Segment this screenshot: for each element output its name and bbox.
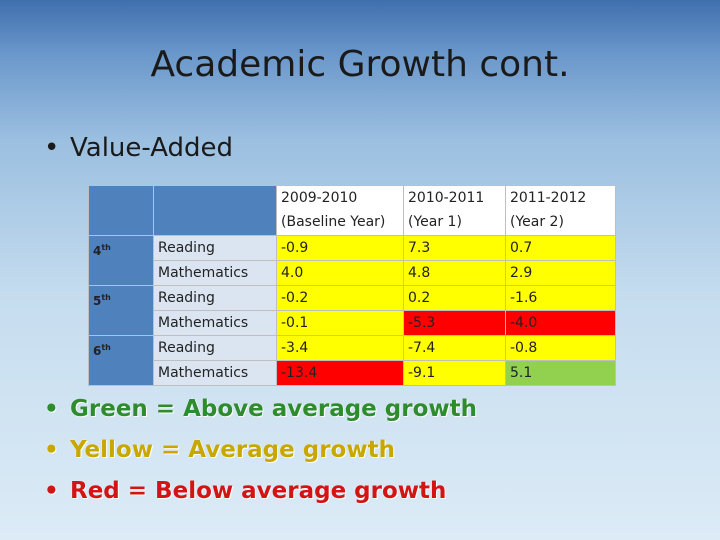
value-cell: -9.1 [403, 360, 506, 386]
value-cell: 2.9 [505, 260, 616, 286]
legend-green: • Green = Above average growth [44, 396, 477, 422]
table-row: 4th Reading -0.9 7.3 0.7 [88, 235, 616, 286]
grade-suffix: th [101, 293, 111, 302]
value-cell: 5.1 [505, 360, 616, 386]
value-cell: -4.0 [505, 310, 616, 336]
header-empty-grade [88, 185, 154, 236]
header-sub: (Year 2) [510, 214, 564, 230]
value-cell: 4.8 [403, 260, 506, 286]
grade-number: 6 [93, 344, 102, 358]
value-cell: -7.4 [403, 335, 506, 361]
subject-cell: Mathematics [153, 310, 277, 336]
value-cell: 0.2 [403, 285, 506, 311]
value-cell: -13.4 [276, 360, 404, 386]
header-2009-2010: 2009-2010 (Baseline Year) [276, 185, 404, 236]
table-row: Mathematics -0.1 -5.3 -4.0 [89, 310, 616, 336]
value-added-table: 2009-2010 (Baseline Year) 2010-2011 (Year … [88, 185, 616, 386]
grade-cell-4: 4th [88, 235, 154, 286]
table-row: 5th Reading -0.2 0.2 -1.6 [88, 285, 616, 336]
header-year: 2009-2010 [281, 190, 358, 206]
value-cell: -0.8 [505, 335, 616, 361]
bullet-icon: • [44, 478, 59, 504]
table-row: Mathematics 4.0 4.8 2.9 [89, 260, 616, 286]
bullet-text: Value-Added [70, 133, 234, 163]
header-sub: (Baseline Year) [281, 214, 386, 230]
subject-cell: Mathematics [153, 360, 277, 386]
bullet-icon: • [44, 133, 60, 163]
subject-cell: Mathematics [153, 260, 277, 286]
bullet-icon: • [44, 437, 59, 463]
value-cell: -1.6 [505, 285, 616, 311]
bullet-icon: • [44, 396, 59, 422]
value-cell: 4.0 [276, 260, 404, 286]
header-year: 2011-2012 [510, 190, 587, 206]
value-cell: -0.9 [276, 235, 404, 261]
grade-number: 5 [93, 294, 102, 308]
subject-cell: Reading [153, 235, 277, 261]
legend-yellow-text: Yellow = Average growth [70, 437, 395, 463]
header-2011-2012: 2011-2012 (Year 2) [505, 185, 616, 236]
slide-title: Academic Growth cont. [150, 44, 570, 85]
table-row: Mathematics -13.4 -9.1 5.1 [89, 360, 616, 386]
value-cell: 7.3 [403, 235, 506, 261]
grade-number: 4 [93, 244, 102, 258]
grade-suffix: th [101, 243, 111, 252]
header-empty-subject [153, 185, 277, 236]
value-cell: -5.3 [403, 310, 506, 336]
bullet-value-added: • Value-Added [44, 133, 233, 163]
table-row: 6th Reading -3.4 -7.4 -0.8 [88, 335, 616, 386]
legend-red-text: Red = Below average growth [70, 478, 447, 504]
legend-green-text: Green = Above average growth [70, 396, 478, 422]
value-cell: 0.7 [505, 235, 616, 261]
grade-suffix: th [101, 343, 111, 352]
header-year: 2010-2011 [408, 190, 485, 206]
value-cell: -0.2 [276, 285, 404, 311]
value-cell: -3.4 [276, 335, 404, 361]
grade-cell-5: 5th [88, 285, 154, 336]
subject-cell: Reading [153, 335, 277, 361]
value-cell: -0.1 [276, 310, 404, 336]
table-header-row: 2009-2010 (Baseline Year) 2010-2011 (Year … [88, 185, 616, 236]
header-2010-2011: 2010-2011 (Year 1) [403, 185, 506, 236]
header-sub: (Year 1) [408, 214, 462, 230]
grade-cell-6: 6th [88, 335, 154, 386]
legend-red: • Red = Below average growth [44, 478, 446, 504]
subject-cell: Reading [153, 285, 277, 311]
legend-yellow: • Yellow = Average growth [44, 437, 395, 463]
